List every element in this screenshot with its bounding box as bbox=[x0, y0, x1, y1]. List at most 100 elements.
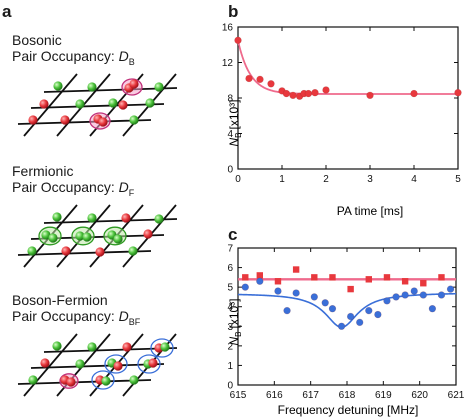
fermion-atom bbox=[27, 246, 37, 256]
bosonic-title-line1: Bosonic bbox=[12, 32, 62, 48]
chart-b-point bbox=[311, 88, 319, 97]
chart-c-ytick-label: 3 bbox=[227, 322, 233, 333]
chart-c-xlabel: Frequency detuning [MHz] bbox=[278, 403, 419, 417]
chart-c-ytick-label: 5 bbox=[227, 283, 233, 294]
fermionic-title: Fermionic Pair Occupancy: DF bbox=[12, 163, 134, 201]
boson-atom bbox=[113, 361, 123, 371]
fermion-atom bbox=[52, 341, 62, 351]
lattice-row-line bbox=[17, 119, 152, 125]
fermion-atom bbox=[75, 359, 85, 369]
chart-c-circle-point bbox=[328, 304, 337, 313]
chart-b-point bbox=[289, 91, 297, 100]
chart-c-circle-point bbox=[321, 299, 329, 307]
chart-b-point bbox=[410, 89, 418, 98]
fermion-atom bbox=[87, 213, 97, 223]
chart-c-square-point bbox=[438, 274, 445, 281]
boson-fermion-pair-halo bbox=[150, 338, 174, 358]
lattice-illustrations bbox=[17, 73, 178, 397]
boson-atom bbox=[118, 100, 128, 110]
chart-c-circle-point bbox=[383, 297, 391, 305]
fermion-atom bbox=[53, 81, 63, 91]
fermion-atom bbox=[41, 230, 51, 240]
fermion-atom bbox=[160, 342, 170, 352]
chart-c-square-point bbox=[347, 285, 354, 293]
fermion-atom bbox=[129, 115, 139, 125]
boson-fermion-pair-halo bbox=[91, 370, 115, 390]
panel-label-b: b bbox=[228, 2, 239, 21]
chart-b-ytick-label: 0 bbox=[227, 165, 233, 176]
chart-c-circle-point bbox=[428, 304, 437, 313]
fermion-atom bbox=[154, 214, 164, 224]
chart-b-xtick-label: 3 bbox=[367, 174, 373, 185]
chart-b-point bbox=[256, 75, 264, 84]
boson-atom bbox=[121, 213, 131, 223]
boson-atom bbox=[66, 377, 76, 387]
fermion-atom bbox=[87, 82, 97, 92]
chart-c-circle-point bbox=[337, 322, 346, 330]
fermion-atom bbox=[87, 342, 97, 352]
chart-c-xtick-label: 616 bbox=[266, 390, 283, 401]
chart-c-circle-point bbox=[310, 293, 319, 301]
chart-c-circle-point bbox=[292, 289, 300, 297]
chart-c-xtick-label: 620 bbox=[411, 390, 428, 401]
chart-b-ytick-label: 4 bbox=[227, 129, 233, 140]
chart-c-xtick-label: 615 bbox=[230, 390, 247, 401]
chart-b-xtick-label: 2 bbox=[323, 174, 329, 185]
chart-c: 615 616 617 618 619 620 621 0 1 2 3 4 5 6 7 NB[x10³] F… bbox=[227, 244, 464, 418]
chart-b-point bbox=[304, 89, 313, 98]
chart-b-ytick-label: 12 bbox=[222, 58, 234, 69]
fermion-atom bbox=[28, 375, 38, 385]
chart-c-square-point bbox=[292, 266, 300, 273]
chart-c-xtick-label: 619 bbox=[375, 390, 392, 401]
chart-c-square-point bbox=[274, 278, 282, 285]
boson-atom bbox=[143, 229, 153, 239]
chart-c-xtick-label: 617 bbox=[302, 390, 319, 401]
chart-c-circle-point bbox=[401, 291, 409, 299]
bosonic-symbol: D bbox=[118, 48, 129, 64]
chart-c-xtick-label: 618 bbox=[339, 390, 356, 401]
chart-b-xlabel: PA time [ms] bbox=[337, 204, 403, 218]
bosonic-title: Bosonic Pair Occupancy: DB bbox=[12, 32, 135, 70]
chart-c-circle-point bbox=[365, 306, 373, 315]
boson-atom bbox=[122, 342, 132, 352]
chart-b-point bbox=[322, 86, 330, 94]
chart-c-ytick-label: 2 bbox=[227, 341, 233, 352]
bosonic-title-line2: Pair Occupancy: DB bbox=[12, 48, 135, 67]
lattice-column-line bbox=[23, 333, 78, 397]
chart-c-circle-point bbox=[437, 291, 446, 299]
chart-c-square-point bbox=[420, 280, 427, 287]
chart-b-fit-curve bbox=[237, 40, 458, 95]
bf-title-line2: Pair Occupancy: DBF bbox=[12, 308, 141, 327]
panel-label-c: c bbox=[228, 225, 238, 244]
boson-fermion-pair-halo bbox=[137, 354, 161, 374]
bosonic-subscript: B bbox=[128, 56, 135, 67]
boson-atom bbox=[28, 115, 38, 125]
chart-b-point bbox=[234, 36, 242, 45]
fermion-atom bbox=[145, 98, 155, 108]
chart-c-ytick-label: 0 bbox=[227, 381, 233, 392]
fermion-atom bbox=[101, 376, 111, 386]
panel-label-a: a bbox=[2, 2, 12, 21]
boson-atom bbox=[148, 358, 158, 368]
boson-atom bbox=[98, 117, 108, 127]
chart-c-square-point bbox=[256, 272, 263, 279]
chart-b-point bbox=[267, 80, 275, 88]
chart-c-ytick-label: 4 bbox=[227, 302, 233, 313]
chart-c-circle-point bbox=[256, 277, 264, 285]
fermion-atom bbox=[154, 82, 164, 92]
bf-title: Boson-Fermion Pair Occupancy: DBF bbox=[12, 292, 140, 330]
fermion-atom bbox=[52, 212, 62, 222]
chart-c-circle-point bbox=[419, 291, 428, 299]
boson-atom bbox=[61, 246, 71, 256]
chart-c-square-point bbox=[365, 276, 372, 283]
boson-atom bbox=[95, 247, 105, 257]
chart-b-xtick-label: 1 bbox=[279, 174, 285, 185]
chart-b-point bbox=[454, 88, 462, 97]
fermion-atom bbox=[129, 375, 139, 385]
fermionic-title-line2: Pair Occupancy: DF bbox=[12, 179, 135, 198]
chart-b-xtick-label: 0 bbox=[235, 174, 241, 185]
lattice-column-line bbox=[23, 73, 78, 137]
boson-atom bbox=[40, 358, 50, 368]
